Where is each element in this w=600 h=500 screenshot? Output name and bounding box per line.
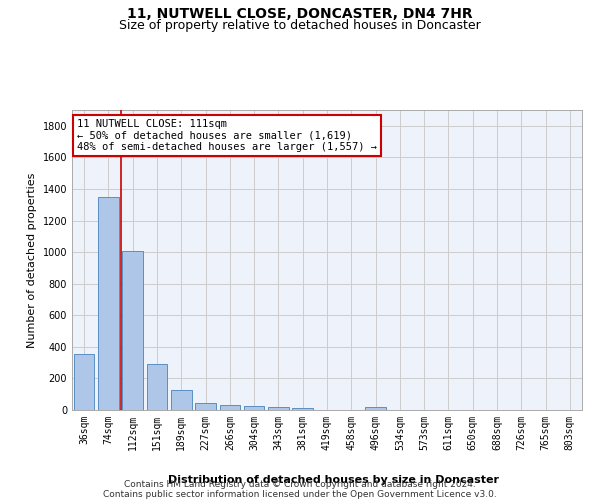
Bar	[220, 405, 240, 410]
Bar	[171, 390, 191, 410]
Text: 11, NUTWELL CLOSE, DONCASTER, DN4 7HR: 11, NUTWELL CLOSE, DONCASTER, DN4 7HR	[127, 8, 473, 22]
Text: 11 NUTWELL CLOSE: 111sqm
← 50% of detached houses are smaller (1,619)
48% of sem: 11 NUTWELL CLOSE: 111sqm ← 50% of detach…	[77, 119, 377, 152]
Text: Size of property relative to detached houses in Doncaster: Size of property relative to detached ho…	[119, 19, 481, 32]
Bar	[268, 407, 289, 410]
Y-axis label: Number of detached properties: Number of detached properties	[27, 172, 37, 348]
Bar	[146, 364, 167, 410]
Bar	[195, 404, 216, 410]
Bar	[122, 250, 143, 410]
Text: Contains HM Land Registry data © Crown copyright and database right 2024.
Contai: Contains HM Land Registry data © Crown c…	[103, 480, 497, 499]
Bar	[292, 408, 313, 410]
Bar	[74, 354, 94, 410]
Bar	[244, 406, 265, 410]
Text: Distribution of detached houses by size in Doncaster: Distribution of detached houses by size …	[167, 475, 499, 485]
Bar	[365, 407, 386, 410]
Bar	[98, 197, 119, 410]
